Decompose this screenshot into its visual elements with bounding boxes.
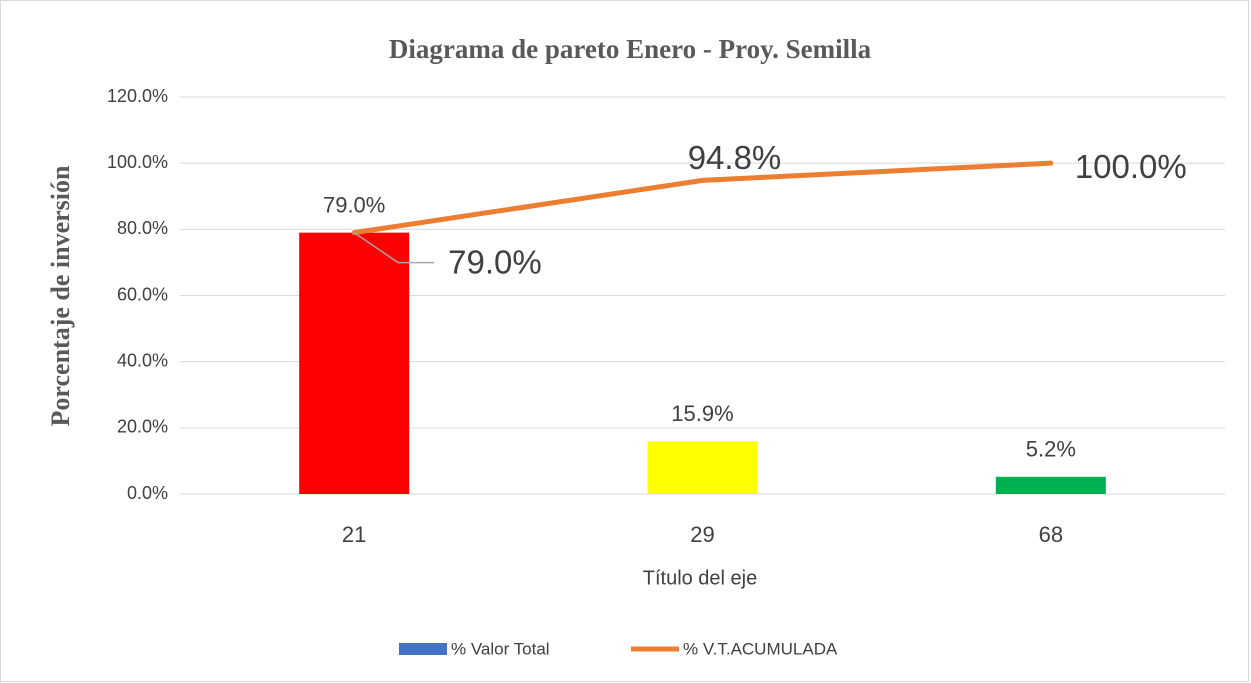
y-tick-label: 20.0% (117, 417, 168, 437)
y-tick-label: 100.0% (107, 152, 168, 172)
line-value-label: 79.0% (448, 243, 542, 280)
bar (995, 476, 1106, 494)
y-tick-label: 120.0% (107, 86, 168, 106)
line (351, 160, 1054, 236)
y-tick-label: 40.0% (117, 350, 168, 370)
legend-label: % V.T.ACUMULADA (683, 639, 838, 658)
bar-value-label: 5.2% (1026, 437, 1076, 462)
x-tick-label: 21 (342, 522, 366, 547)
bar (647, 441, 758, 494)
y-axis-title: Porcentaje de inversión (46, 165, 75, 426)
x-axis-title: Título del eje (643, 567, 758, 589)
legend-swatch (399, 643, 447, 655)
bar (299, 232, 410, 494)
y-tick-label: 60.0% (117, 284, 168, 304)
y-tick-label: 80.0% (117, 218, 168, 238)
x-tick-label: 68 (1039, 522, 1063, 547)
y-tick-label: 0.0% (127, 483, 168, 503)
line-value-label: 100.0% (1075, 148, 1187, 185)
bar-value-label: 15.9% (671, 401, 733, 426)
bar-value-label: 79.0% (323, 192, 385, 217)
legend-label: % Valor Total (451, 639, 550, 658)
leader-line (353, 232, 435, 264)
chart-title: Diagrama de pareto Enero - Proy. Semilla (389, 34, 872, 64)
x-tick-label: 29 (690, 522, 714, 547)
line-value-label: 94.8% (688, 139, 782, 176)
